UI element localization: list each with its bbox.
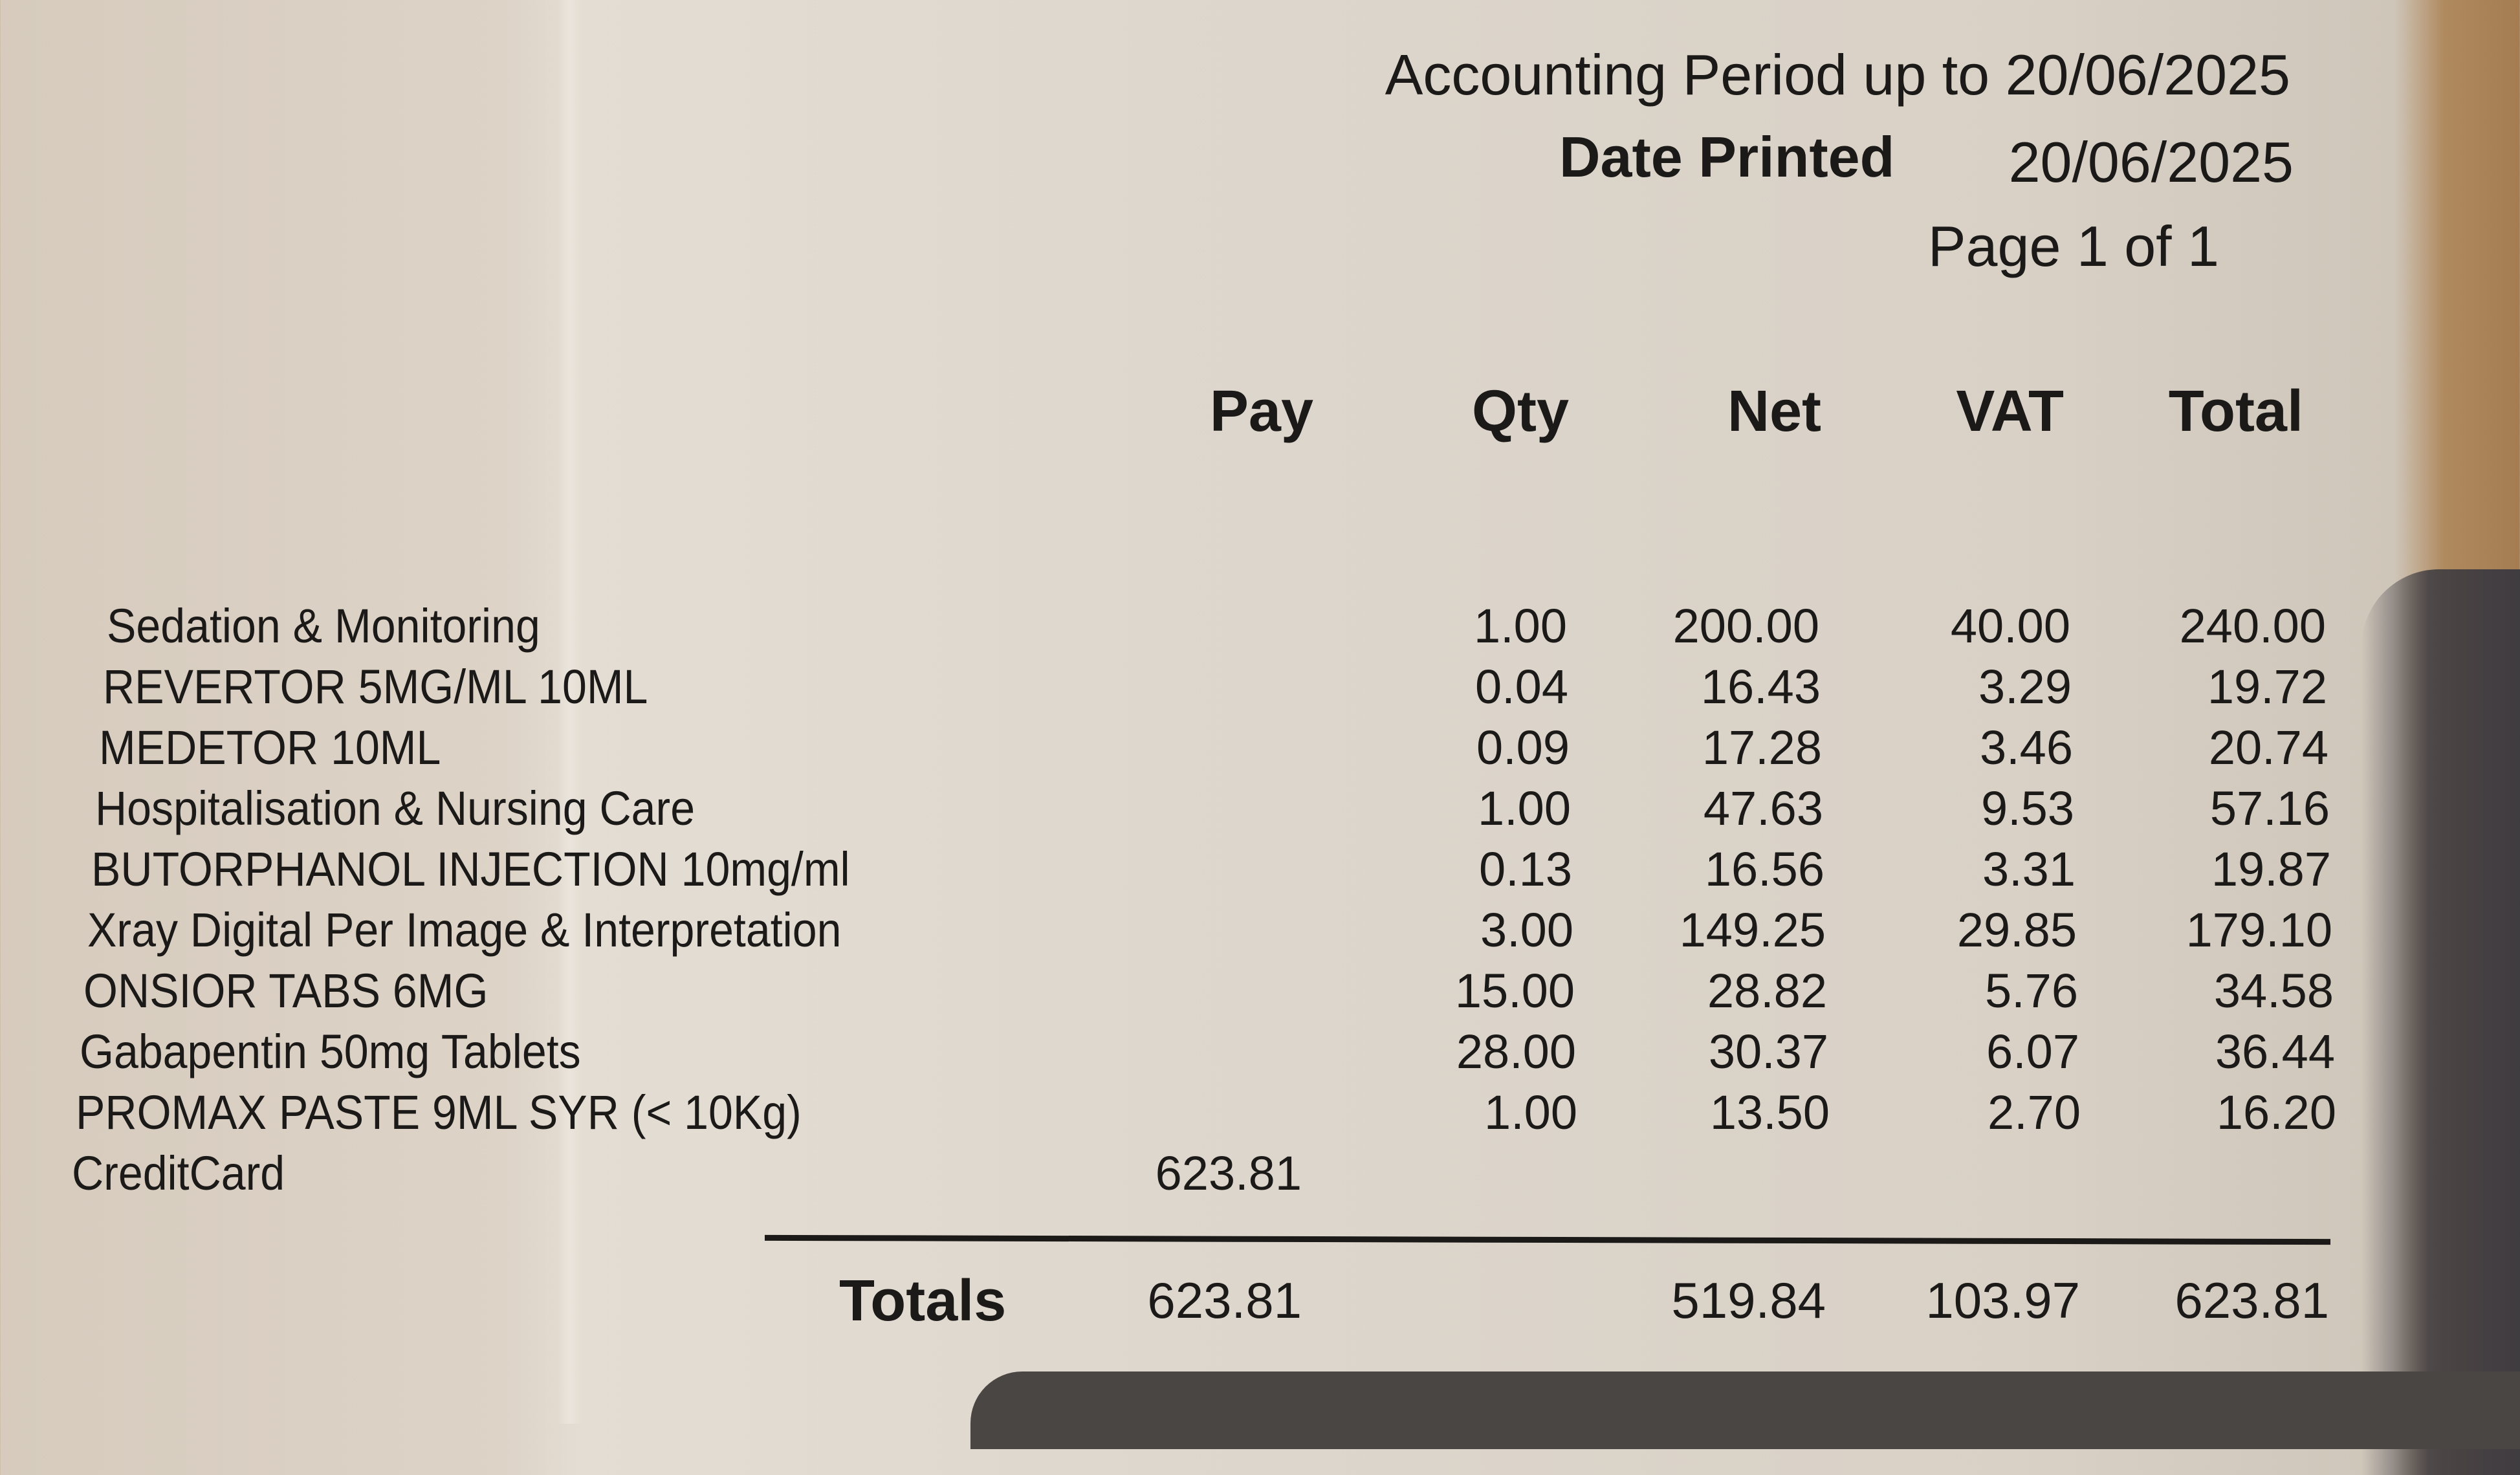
cell-total: 57.16: [2209, 781, 2330, 835]
column-header-qty: Qty: [1471, 379, 1569, 444]
cell-vat: 3.46: [1979, 721, 2073, 774]
cell-total: 20.74: [2208, 721, 2328, 774]
cell-description: Xray Digital Per Image & Interpretation: [87, 903, 842, 957]
cell-vat: 3.31: [1982, 842, 2076, 896]
cell-description: Sedation & Monitoring: [107, 599, 540, 653]
cell-qty: 1.00: [1473, 599, 1567, 653]
hand-shadow: [2361, 569, 2520, 1475]
cell-description: PROMAX PASTE 9ML SYR (< 10Kg): [76, 1086, 802, 1139]
date-printed-value: 20/06/2025: [2008, 130, 2294, 194]
cell-total: 16.20: [2216, 1086, 2336, 1139]
cell-net: 149.25: [1679, 903, 1826, 957]
line-item-row: Gabapentin 50mg Tablets 28.00 30.37 6.07 36.…: [0, 1024, 2520, 1085]
cell-total: 34.58: [2213, 964, 2334, 1018]
cell-qty: 0.13: [1478, 842, 1572, 896]
line-item-row: Hospitalisation & Nursing Care 1.00 47.63 9…: [0, 781, 2520, 842]
cell-vat: 3.29: [1978, 660, 2072, 714]
cell-net: 13.50: [1709, 1086, 1830, 1139]
cell-description: CreditCard: [72, 1146, 285, 1200]
line-item-row: Sedation & Monitoring 1.00 200.00 40.00 240.…: [0, 598, 2520, 659]
cell-net: 16.56: [1704, 842, 1824, 896]
cell-total: 36.44: [2215, 1025, 2335, 1078]
cell-vat: 40.00: [1950, 599, 2070, 653]
cell-net: 47.63: [1703, 781, 1823, 835]
cell-vat: 6.07: [1986, 1025, 2079, 1078]
cell-description: MEDETOR 10ML: [99, 721, 441, 774]
column-header-total: Total: [2168, 379, 2303, 444]
cell-net: 17.28: [1702, 721, 1822, 774]
cell-description: Gabapentin 50mg Tablets: [80, 1025, 581, 1078]
cell-qty: 0.09: [1476, 721, 1570, 774]
line-item-row: ONSIOR TABS 6MG 15.00 28.82 5.76 34.58: [0, 963, 2520, 1024]
line-item-row: MEDETOR 10ML 0.09 17.28 3.46 20.74: [0, 720, 2520, 781]
cell-qty: 0.04: [1474, 660, 1568, 714]
cell-vat: 9.53: [1980, 781, 2074, 835]
totals-divider: [764, 1234, 2331, 1245]
bottom-shadow: [970, 1371, 2520, 1449]
cell-net: 28.82: [1707, 964, 1827, 1018]
line-item-row: CreditCard 623.81: [0, 1146, 2520, 1207]
totals-pay: 623.81: [1147, 1272, 1302, 1329]
accounting-period: Accounting Period up to 20/06/2025: [1385, 43, 2290, 107]
line-item-row: BUTORPHANOL INJECTION 10mg/ml 0.13 16.56 3.…: [0, 842, 2520, 902]
totals-net: 519.84: [1671, 1272, 1826, 1329]
totals-label: Totals: [839, 1269, 1007, 1333]
cell-description: Hospitalisation & Nursing Care: [95, 781, 696, 835]
cell-vat: 5.76: [1984, 964, 2078, 1018]
cell-net: 16.43: [1700, 660, 1821, 714]
paper-fold: [556, 0, 582, 1424]
cell-qty: 1.00: [1477, 781, 1571, 835]
line-item-row: Xray Digital Per Image & Interpretation 3…: [0, 902, 2520, 963]
cell-total: 19.87: [2211, 842, 2331, 896]
column-header-pay: Pay: [1209, 379, 1313, 444]
totals-vat: 103.97: [1925, 1272, 2080, 1329]
line-item-row: PROMAX PASTE 9ML SYR (< 10Kg) 1.00 13.50 2.…: [0, 1085, 2520, 1146]
cell-total: 240.00: [2179, 599, 2326, 653]
cell-description: ONSIOR TABS 6MG: [83, 964, 488, 1018]
cell-description: BUTORPHANOL INJECTION 10mg/ml: [91, 842, 850, 896]
cell-qty: 3.00: [1480, 903, 1573, 957]
line-item-row: REVERTOR 5MG/ML 10ML 0.04 16.43 3.29 19.72: [0, 659, 2520, 720]
cell-total: 19.72: [2207, 660, 2327, 714]
cell-qty: 1.00: [1484, 1086, 1577, 1139]
cell-total: 179.10: [2186, 903, 2332, 957]
cell-pay: 623.81: [1155, 1146, 1302, 1200]
cell-description: REVERTOR 5MG/ML 10ML: [103, 660, 648, 714]
cell-qty: 28.00: [1456, 1025, 1576, 1078]
page-number: Page 1 of 1: [1927, 214, 2219, 278]
column-header-vat: VAT: [1956, 379, 2064, 444]
totals-total: 623.81: [2175, 1272, 2329, 1329]
cell-net: 30.37: [1708, 1025, 1828, 1078]
cell-vat: 2.70: [1987, 1086, 2081, 1139]
column-header-net: Net: [1727, 379, 1821, 444]
date-printed-label: Date Printed: [1559, 125, 1895, 189]
cell-net: 200.00: [1672, 599, 1819, 653]
cell-qty: 15.00: [1454, 964, 1575, 1018]
cell-vat: 29.85: [1956, 903, 2077, 957]
